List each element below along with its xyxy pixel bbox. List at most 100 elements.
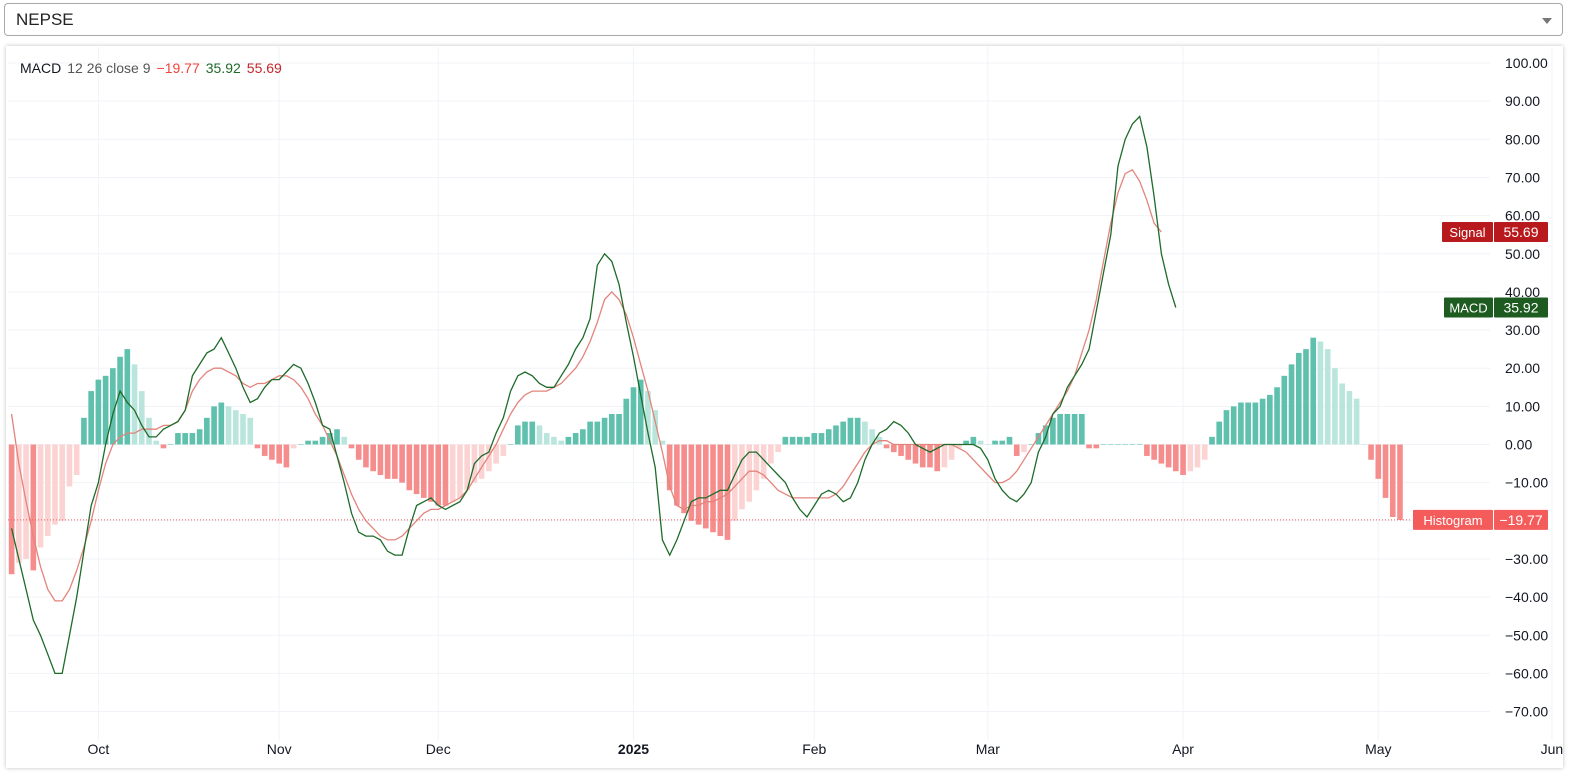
histogram-bar [449, 444, 456, 502]
y-tick-label: 60.00 [1505, 208, 1540, 224]
histogram-bar [160, 444, 167, 449]
histogram-bar [840, 421, 847, 445]
signal-badge-label-box [1442, 222, 1493, 243]
histogram-bar [1310, 337, 1317, 445]
histogram-bar [869, 429, 875, 445]
histogram-bar [8, 444, 15, 575]
histogram-bar [341, 436, 348, 445]
histogram-bar [1389, 444, 1396, 517]
histogram-bar [1267, 394, 1273, 445]
histogram-bar [536, 425, 543, 445]
histogram-bar [977, 440, 984, 445]
histogram-bar [507, 444, 514, 445]
histogram-bar [189, 433, 196, 445]
histogram-bar [558, 440, 564, 445]
histogram-bar [442, 444, 449, 506]
histogram-bar [927, 444, 933, 468]
histogram-bar [196, 429, 203, 445]
histogram-bar [1230, 406, 1237, 445]
histogram-bar [1093, 444, 1100, 449]
histogram-bar [1324, 349, 1331, 445]
legend-name: MACD [20, 60, 62, 76]
histogram-bar [232, 410, 239, 445]
histogram-bar [804, 436, 810, 445]
histogram-bar [88, 391, 94, 445]
histogram-bar [811, 433, 818, 445]
histogram-bar [739, 444, 745, 510]
histogram-bar [1158, 444, 1165, 464]
y-tick-label: 0.00 [1505, 437, 1532, 453]
indicator-legend[interactable]: MACD 12 26 close 9 −19.77 35.92 55.69 [20, 60, 288, 76]
histogram-bar [1288, 364, 1295, 445]
histogram-bar [1274, 387, 1280, 445]
histogram-bar [384, 444, 391, 479]
x-tick-label: May [1365, 741, 1391, 757]
histogram-bar [1201, 444, 1208, 460]
histogram-bar [572, 433, 579, 445]
histogram-bar [370, 444, 376, 472]
histogram-bar [254, 444, 261, 449]
histogram-bar [225, 406, 232, 445]
y-tick-label: −70.00 [1505, 704, 1548, 720]
histogram-bar [1382, 444, 1389, 498]
histogram-bar [992, 440, 998, 445]
histogram-bar [934, 444, 941, 472]
x-tick-label: Jun [1541, 741, 1564, 757]
histogram-bar [608, 413, 615, 445]
histogram-bar [1129, 444, 1136, 445]
histogram-bar [247, 417, 254, 445]
histogram-bar [1151, 444, 1157, 460]
histogram-bar [464, 444, 470, 491]
histogram-bar [30, 444, 37, 571]
histogram-bar [753, 444, 760, 491]
x-tick-label: Feb [802, 741, 826, 757]
histogram-bar [731, 444, 738, 521]
histogram-bar [1064, 413, 1071, 445]
histogram-bar [565, 436, 572, 445]
histogram-bar [905, 444, 912, 460]
histogram-bar [1397, 444, 1403, 520]
histogram-bar [1079, 413, 1085, 445]
histogram-bar [73, 444, 80, 476]
signal-badge-label: Signal [1449, 225, 1485, 240]
y-tick-label: 70.00 [1505, 169, 1540, 185]
histogram-bar [211, 406, 217, 445]
histogram-bar [941, 444, 948, 468]
y-tick-label: 100.00 [1505, 55, 1548, 71]
symbol-select[interactable]: NEPSE [4, 3, 1563, 36]
legend-macd-value: 35.92 [205, 60, 241, 76]
indicator-lines [8, 115, 1412, 675]
legend-params: 12 26 close 9 [67, 60, 151, 76]
histogram-bar [102, 375, 109, 445]
histogram-bar [1368, 444, 1374, 460]
histogram-bar [587, 421, 593, 445]
histogram-bar [334, 429, 340, 445]
histogram-bar [138, 391, 145, 445]
histogram-bar [789, 436, 796, 445]
histogram-bar [1317, 341, 1324, 445]
histogram-bar [1295, 352, 1302, 445]
histogram-bar [514, 425, 521, 445]
histogram-bar [1107, 444, 1114, 445]
x-tick-label: Apr [1172, 741, 1194, 757]
legend-signal-value: 55.69 [246, 60, 282, 76]
histogram-bar [348, 444, 355, 449]
histogram-bar [919, 444, 926, 468]
histogram-bar [406, 444, 413, 491]
histogram-bar [305, 440, 311, 445]
histogram-bar [1346, 391, 1353, 445]
histogram-bar [1223, 410, 1230, 445]
histogram-bar [985, 444, 991, 445]
histogram-bar [1209, 436, 1215, 445]
histogram-bar [435, 444, 442, 506]
histogram-bar [1194, 444, 1201, 468]
histogram-bar [529, 421, 536, 445]
histogram-bar [1057, 413, 1063, 445]
histogram-bar [117, 356, 123, 445]
histogram-bar [276, 444, 282, 464]
histogram-bar [66, 444, 73, 487]
histogram-bar [283, 444, 290, 468]
histogram-bar [760, 444, 767, 479]
histogram-bar [363, 444, 369, 468]
x-tick-label: Oct [87, 741, 109, 757]
